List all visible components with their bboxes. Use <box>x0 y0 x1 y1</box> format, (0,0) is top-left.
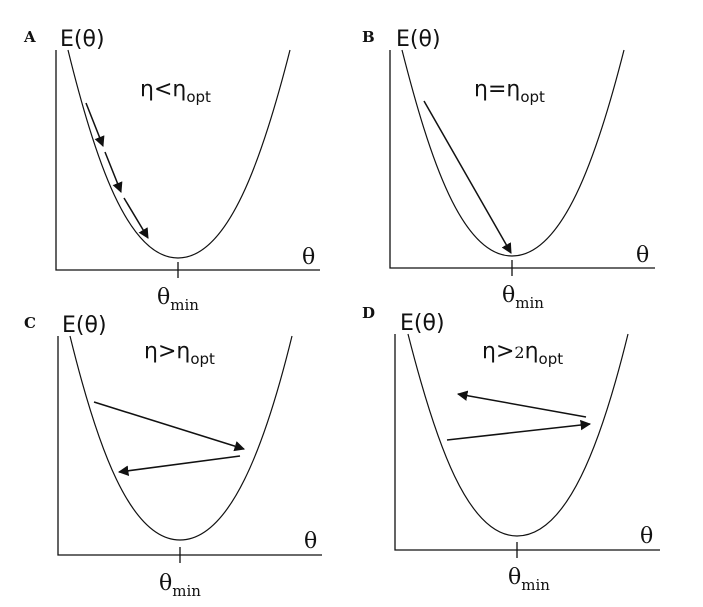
y-axis-label: E(θ) <box>400 311 445 336</box>
x-axis-label: θ <box>304 529 317 554</box>
axes <box>57 336 322 556</box>
step-arrow-2 <box>104 151 123 193</box>
y-axis-label: E(θ) <box>62 313 107 338</box>
y-axis-label: E(θ) <box>60 27 105 52</box>
panel-letter: A <box>23 28 36 46</box>
x-axis-label: θ <box>640 524 653 549</box>
x-axis-label: θ <box>302 245 315 270</box>
error-curve <box>407 333 629 537</box>
learning-rate-label: η>ηopt <box>144 339 215 368</box>
panel-b: B E(θ) θ θmin η=ηopt <box>362 27 655 312</box>
panel-letter: B <box>362 28 375 46</box>
step-arrow-2 <box>117 455 241 476</box>
theta-min-label: θmin <box>502 283 544 312</box>
step-arrow-2 <box>456 390 587 418</box>
error-curve <box>401 49 625 257</box>
learning-rate-label: η>2ηopt <box>482 339 563 368</box>
error-curve <box>67 49 291 259</box>
axes <box>55 50 320 271</box>
error-curve <box>69 335 293 541</box>
panel-c: C E(θ) θ θmin η>ηopt <box>24 313 322 600</box>
step-arrow-1 <box>85 102 105 147</box>
axes <box>389 50 655 269</box>
step-arrow-1 <box>93 401 246 452</box>
theta-min-label: θmin <box>157 285 199 314</box>
panel-d: D E(θ) θ θmin η>2ηopt <box>362 304 660 594</box>
learning-rate-label: η=ηopt <box>474 77 545 106</box>
learning-rate-label: η<ηopt <box>140 77 211 106</box>
x-axis-label: θ <box>636 243 649 268</box>
panel-letter: C <box>24 314 36 332</box>
axes <box>394 334 660 551</box>
step-arrow-3 <box>123 197 149 239</box>
y-axis-label: E(θ) <box>396 27 441 52</box>
step-arrow-1 <box>423 100 512 254</box>
panel-letter: D <box>362 304 375 322</box>
step-arrow-1 <box>446 419 592 441</box>
theta-min-label: θmin <box>159 571 201 600</box>
panel-a: A E(θ) θ θmin η<ηopt <box>23 27 320 314</box>
theta-min-label: θmin <box>508 565 550 594</box>
